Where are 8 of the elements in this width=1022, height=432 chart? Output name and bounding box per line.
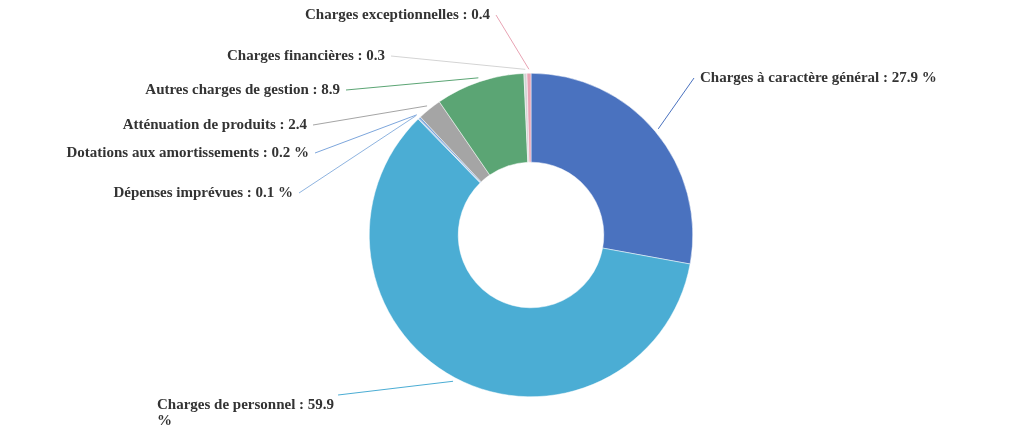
- slice-label: Autres charges de gestion : 8.9: [145, 80, 340, 97]
- slice-label: Dotations aux amortissements : 0.2 %: [66, 143, 309, 160]
- slice-label: Charges financières : 0.3: [226, 46, 385, 63]
- slice-label: Charges exceptionnelles : 0.4: [305, 5, 491, 22]
- slice-label: Charges de personnel : 59.9 %: [157, 395, 335, 428]
- slice-label: Dépenses imprévues : 0.1 %: [113, 183, 293, 200]
- slice-label: Atténuation de produits : 2.4: [122, 115, 308, 132]
- slice-label: Charges à caractère général : 27.9 %: [700, 68, 937, 85]
